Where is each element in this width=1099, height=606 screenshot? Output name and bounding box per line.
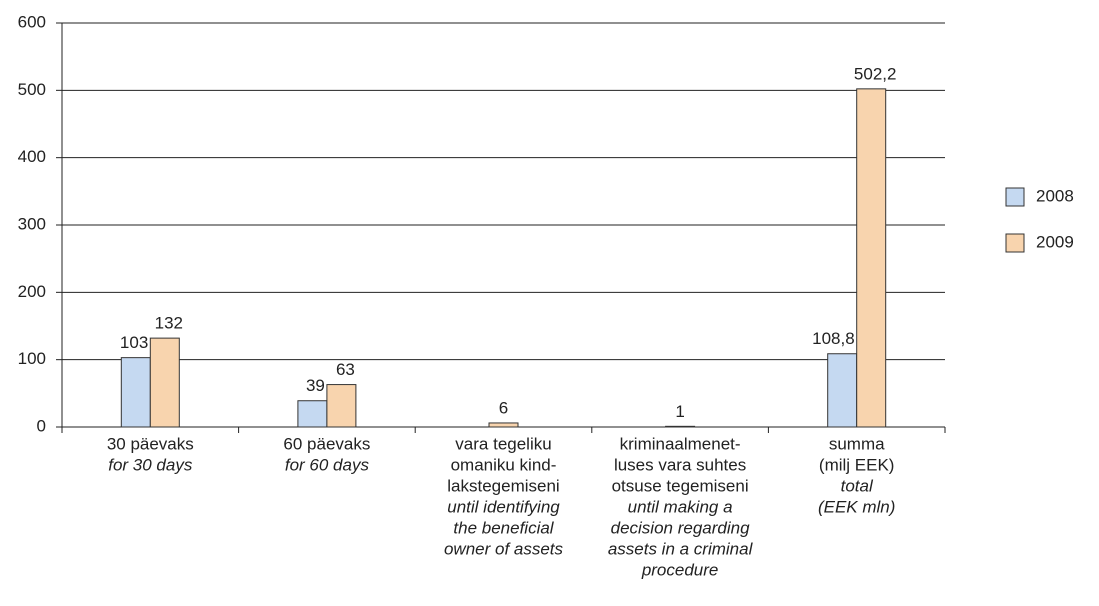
x-tick-label: decision regarding	[611, 518, 750, 537]
bar	[827, 353, 858, 428]
value-label: 108,8	[812, 329, 855, 348]
legend-swatch	[1005, 187, 1025, 207]
bar	[297, 400, 328, 428]
bar	[149, 337, 180, 428]
x-tick-label: omaniku kind-	[451, 455, 557, 474]
value-label: 502,2	[854, 64, 897, 83]
y-tick-label: 100	[18, 349, 46, 368]
x-tick-label: otsuse tegemiseni	[612, 476, 749, 495]
x-tick-label: until identifying	[447, 497, 560, 516]
value-label: 1	[675, 402, 684, 421]
x-tick-label: lakstegemiseni	[447, 476, 559, 495]
x-tick-label: until making a	[628, 497, 733, 516]
value-label: 39	[306, 376, 325, 395]
legend-label: 2009	[1036, 232, 1074, 251]
legend-label: 2008	[1036, 186, 1074, 205]
bar	[488, 422, 519, 428]
bar	[665, 425, 696, 428]
y-tick-label: 300	[18, 214, 46, 233]
x-tick-label: (EEK mln)	[818, 497, 895, 516]
value-label: 6	[499, 398, 508, 417]
x-tick-label: luses vara suhtes	[614, 455, 746, 474]
y-tick-label: 200	[18, 282, 46, 301]
bar	[326, 384, 357, 428]
x-tick-label: (milj EEK)	[819, 455, 895, 474]
value-label: 103	[120, 333, 148, 352]
y-tick-label: 0	[37, 416, 46, 435]
x-tick-label: for 60 days	[285, 455, 370, 474]
bar	[120, 357, 151, 428]
legend-swatch	[1005, 233, 1025, 253]
value-label: 63	[336, 360, 355, 379]
x-tick-label: vara tegeliku	[455, 434, 551, 453]
x-tick-label: procedure	[641, 560, 719, 579]
x-tick-label: owner of assets	[444, 539, 564, 558]
x-tick-label: the beneficial	[453, 518, 554, 537]
x-tick-label: summa	[829, 434, 885, 453]
x-tick-label: kriminaalmenet-	[620, 434, 741, 453]
x-tick-label: 30 päevaks	[107, 434, 194, 453]
x-tick-label: assets in a criminal	[608, 539, 754, 558]
x-tick-label: for 30 days	[108, 455, 193, 474]
y-tick-label: 400	[18, 147, 46, 166]
bar	[856, 88, 887, 428]
x-tick-label: 60 päevaks	[283, 434, 370, 453]
x-tick-label: total	[841, 476, 874, 495]
y-tick-label: 500	[18, 80, 46, 99]
y-tick-label: 600	[18, 12, 46, 31]
value-label: 132	[155, 314, 183, 333]
